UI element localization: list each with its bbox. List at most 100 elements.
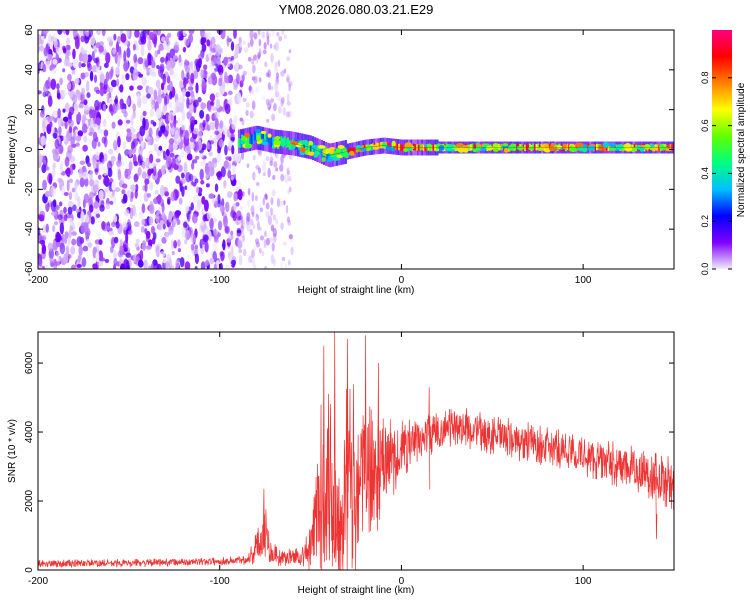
spectrogram-noise-cell [135, 183, 139, 192]
spectrogram-noise-cell [209, 257, 215, 265]
spectrogram-noise-cell [164, 162, 169, 169]
spectrogram-noise-cell [221, 198, 225, 208]
spectrogram-noise-cell [99, 257, 106, 262]
spectrogram-noise-cell [134, 242, 140, 248]
spectrogram-noise-cell [259, 207, 263, 212]
spectrogram-noise-cell [197, 130, 203, 142]
spectrogram-noise-cell [95, 89, 101, 94]
spectrogram-noise-cell [155, 79, 161, 89]
spectrogram-noise-cell [130, 141, 135, 150]
spectrogram-noise-cell [265, 210, 270, 219]
spectrogram-noise-cell [65, 245, 70, 257]
spectrogram-ridge-blob [577, 146, 585, 152]
spectrogram-ridge-blob [372, 144, 380, 150]
spectrogram-noise-cell [223, 215, 228, 228]
spectrogram-ridge-cell [247, 135, 250, 146]
spectrogram-noise-cell [250, 58, 255, 65]
spectrogram-ridge-blob [608, 142, 617, 148]
spectrogram-noise-cell [231, 145, 235, 155]
spectrogram-noise-cell [186, 210, 191, 222]
spectrogram-noise-cell [126, 128, 131, 133]
spectrogram-noise-cell [101, 30, 106, 37]
spectrogram-noise-cell [93, 57, 99, 64]
spectrogram-noise-cell [251, 249, 255, 259]
spectrogram-noise-cell [134, 173, 139, 181]
spectrogram-noise-cell [108, 230, 115, 236]
spectrogram-noise-cell [269, 86, 274, 91]
spectrogram-noise-cell [213, 217, 217, 223]
spectrogram-noise-cell [230, 55, 235, 61]
spectrogram-noise-cell [280, 154, 284, 165]
spectrogram-noise-cell [135, 238, 140, 244]
spectrogram-ridge-blob [516, 145, 524, 151]
spectrogram-noise-cell [230, 136, 235, 142]
spectrogram-noise-cell [156, 94, 162, 104]
spectrogram-noise-cell [45, 166, 50, 171]
spectrogram-noise-cell [205, 183, 210, 188]
spectrogram-noise-cell [153, 262, 160, 269]
spectrogram-noise-cell [64, 102, 70, 113]
spectrogram-noise-cell [43, 30, 49, 34]
spectrogram-noise-cell [122, 141, 126, 150]
spectrogram-ridge-blob [598, 144, 603, 151]
spectrogram-ridge-blob [475, 145, 481, 150]
spectrogram-ridge-cell [282, 137, 285, 148]
spectrogram-noise-cell [102, 177, 108, 186]
spectrogram-noise-cell [132, 43, 136, 51]
spectrogram-noise-cell [270, 207, 274, 216]
spectrogram-noise-cell [149, 203, 155, 215]
spectrogram-noise-cell [238, 254, 243, 266]
spectrogram-noise-cell [216, 92, 222, 97]
snr-frame [37, 331, 675, 571]
spectrogram-noise-cell [278, 35, 283, 42]
spectrogram-noise-cell [217, 220, 223, 231]
spectrogram-noise-cell [81, 63, 86, 68]
spectrogram-noise-cell [50, 262, 54, 268]
spectrogram-noise-cell [132, 154, 137, 166]
spectrogram-noise-cell [219, 251, 224, 257]
spectrogram-noise-cell [257, 51, 262, 59]
colorbar-tick-label: 0.2 [700, 215, 710, 228]
spectrogram-noise-cell [70, 246, 76, 255]
spectrogram-noise-cell [67, 206, 73, 215]
spectrogram-noise-cell [209, 217, 214, 230]
spectrogram-noise-cell [42, 64, 47, 73]
spectrogram-noise-cell [148, 149, 153, 156]
spectrogram-noise-cell [98, 239, 103, 245]
spectrogram-noise-cell [240, 219, 244, 229]
spectrogram-noise-cell [257, 30, 262, 38]
colorbar-tick-label: 0.4 [700, 167, 710, 180]
spectrogram-noise-cell [267, 32, 272, 38]
spectrogram-noise-cell [137, 259, 144, 268]
spectrogram-noise-cell [86, 162, 92, 168]
spectrogram-noise-cell [43, 47, 49, 57]
spectrogram-noise-cell [268, 100, 272, 110]
spectrogram-noise-cell [267, 69, 272, 78]
spectrogram-noise-cell [181, 109, 186, 122]
spectrogram-noise-cell [52, 224, 56, 233]
spectrogram-noise-cell [194, 253, 200, 265]
spectrogram-ridge-cell [421, 143, 424, 151]
spectrogram-noise-cell [279, 163, 284, 172]
spectrogram-noise-cell [230, 259, 237, 266]
spectrogram-noise-cell [87, 63, 92, 72]
spectrogram-ridge-blob [326, 158, 334, 163]
spectrogram-noise-cell [262, 49, 267, 55]
spectrogram-noise-cell [114, 98, 118, 104]
spectrogram-ridge-blob [366, 144, 372, 151]
spectrogram-noise-cell [60, 161, 64, 174]
spectrogram-noise-cell [120, 33, 127, 43]
spectrogram-noise-cell [287, 219, 292, 226]
spectrogram-noise-cell [228, 156, 232, 162]
spectrogram-noise-cell [176, 117, 181, 128]
spectrogram-noise-cell [123, 247, 128, 252]
spectrogram-noise-cell [190, 72, 195, 84]
spectrogram-noise-cell [160, 56, 166, 63]
spectrogram-noise-cell [214, 183, 219, 193]
spectrogram-noise-cell [52, 58, 58, 65]
spectrogram-noise-cell [258, 77, 262, 83]
spectrogram-noise-cell [77, 130, 84, 137]
spectrogram-noise-cell [97, 141, 101, 147]
spectrogram-noise-cell [258, 38, 262, 47]
